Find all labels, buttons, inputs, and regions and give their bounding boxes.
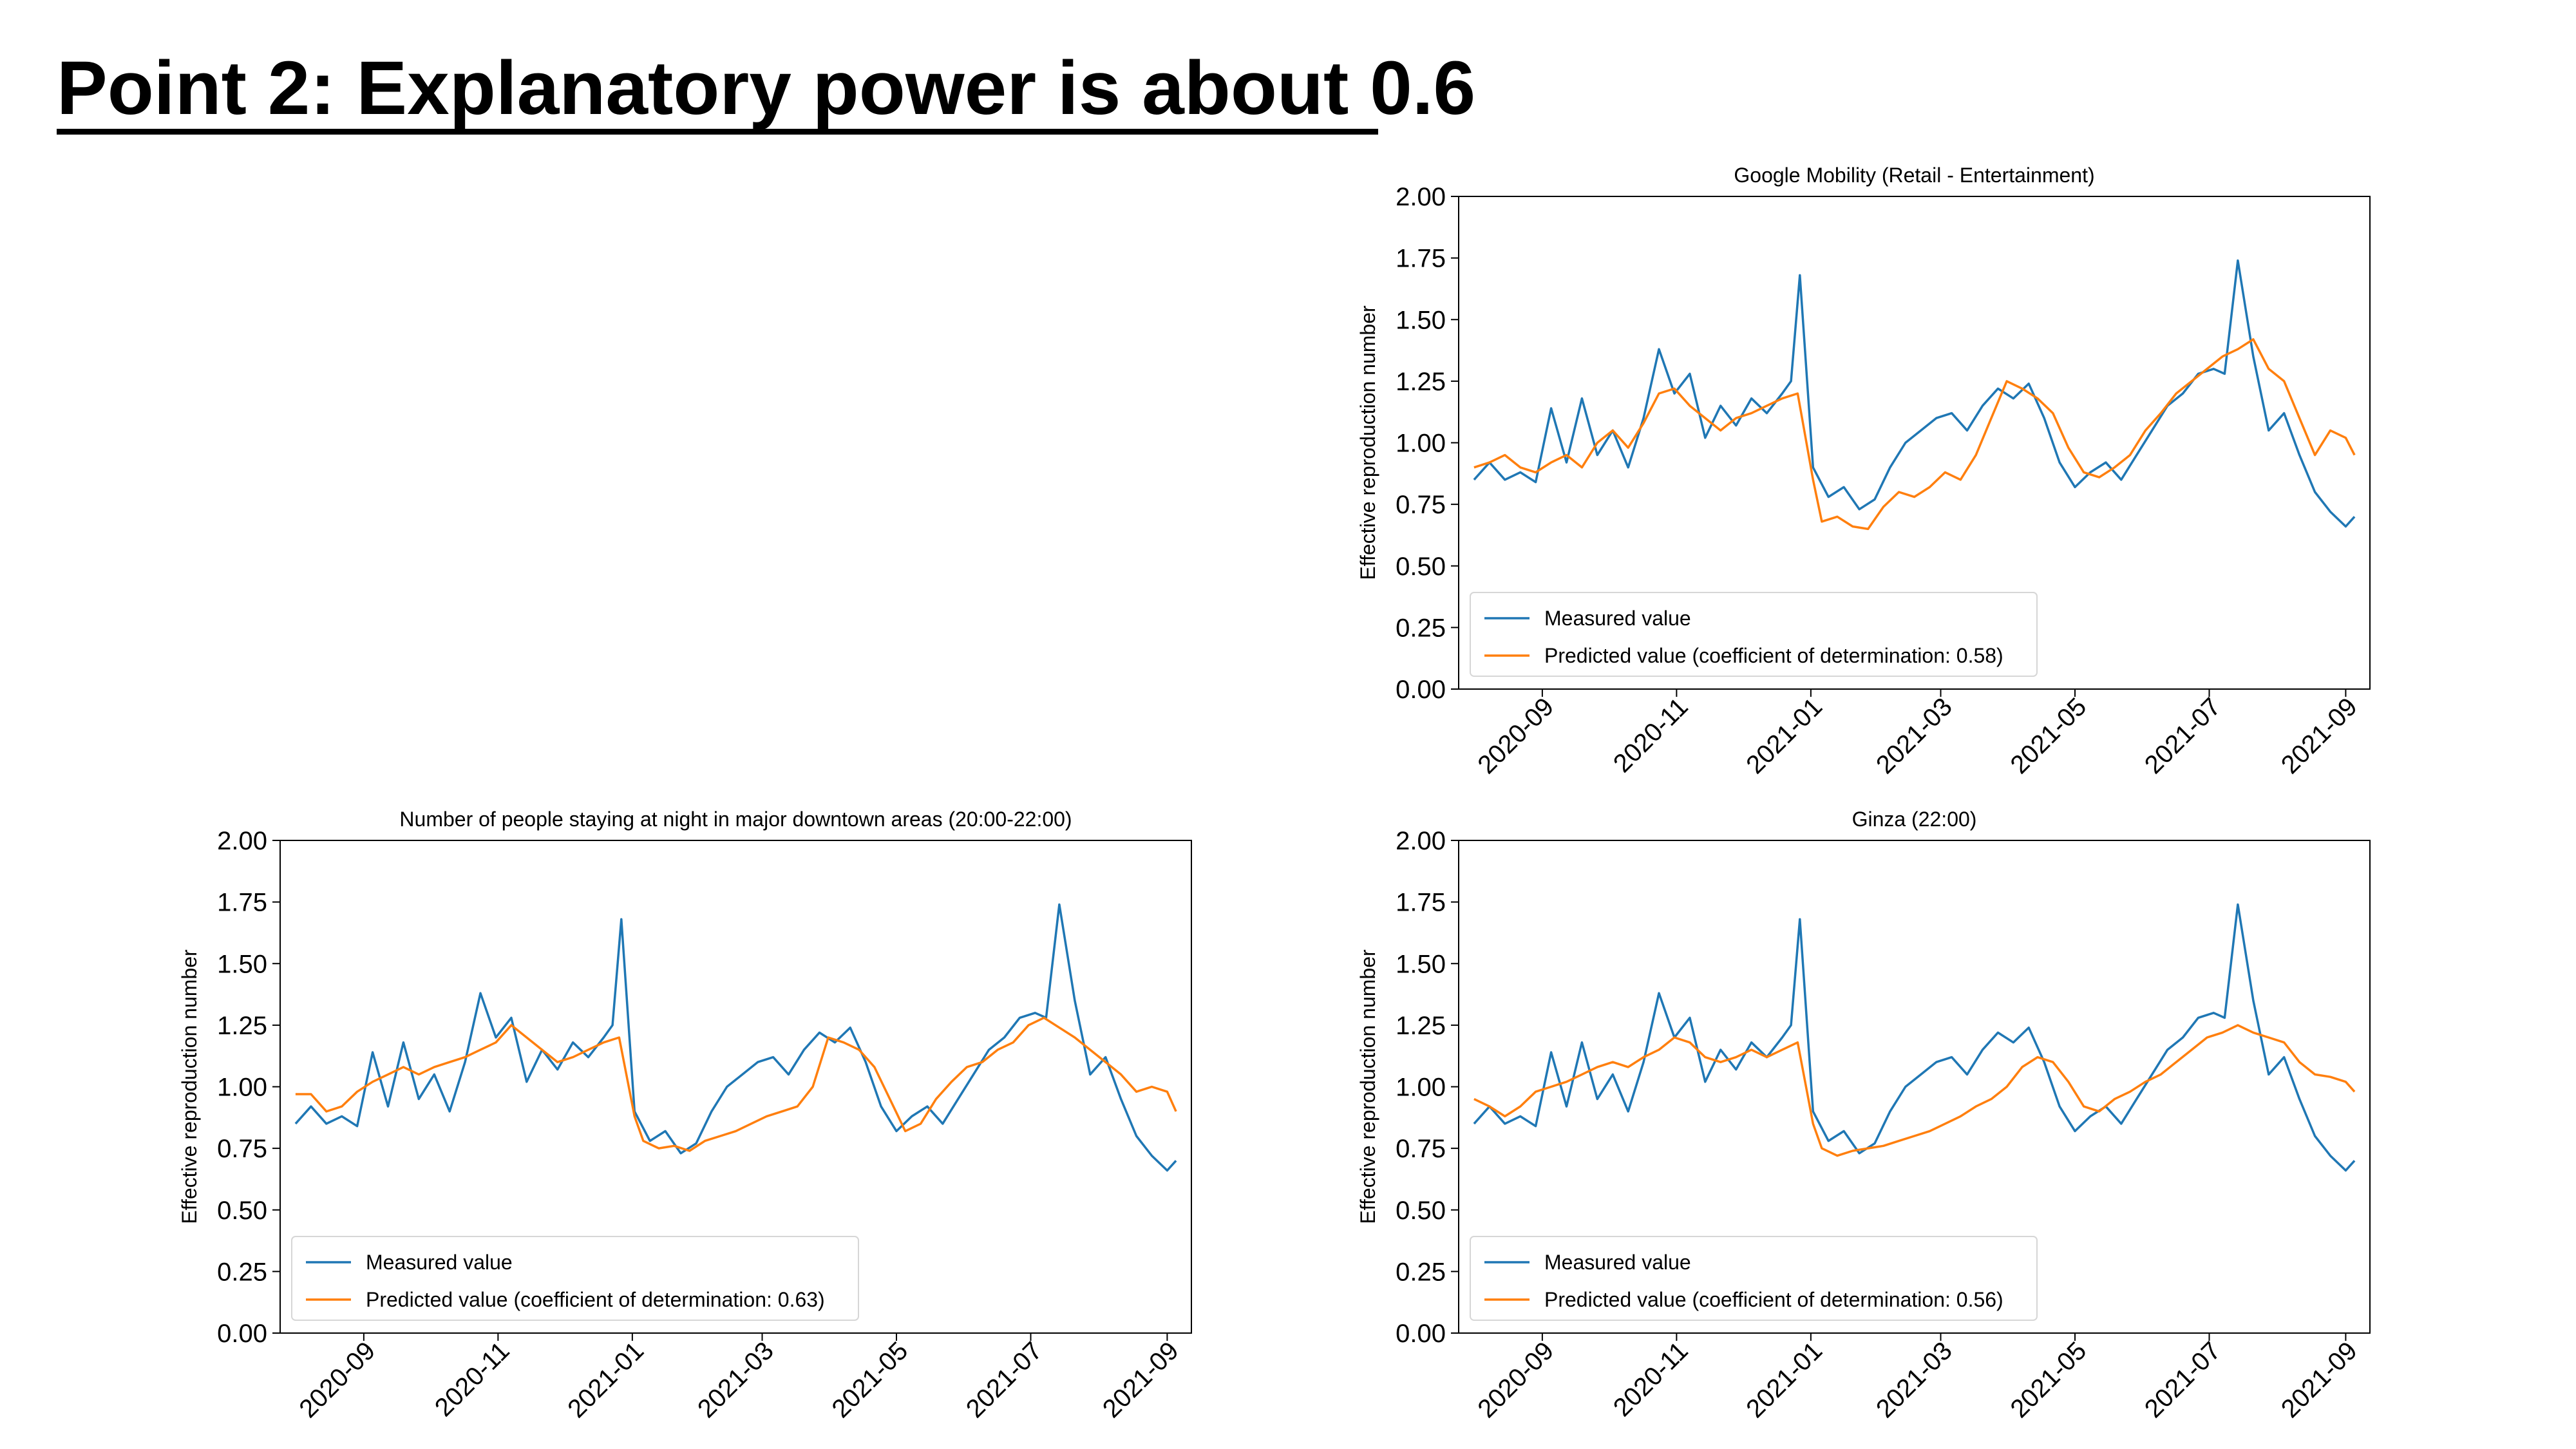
series-predicted-line — [1473, 338, 2356, 531]
x-tick-label: 2020-09 — [1472, 692, 1559, 779]
slide-title: Point 2: Explanatory power is about 0.6 — [57, 46, 1476, 131]
legend-box — [291, 1236, 859, 1321]
legend-entry: Measured value — [366, 1251, 513, 1274]
y-tick-label: 1.50 — [217, 950, 267, 978]
legend-box — [1470, 592, 2038, 677]
y-tick-label: 0.50 — [217, 1197, 267, 1225]
y-tick-label: 0.25 — [217, 1258, 267, 1286]
x-tick-label: 2021-05 — [826, 1336, 913, 1423]
x-tick-label: 2020-09 — [294, 1336, 381, 1423]
y-axis-label: Effective reproduction number — [178, 949, 201, 1224]
chart-google-mobility: Google Mobility (Retail - Entertainment)… — [1356, 164, 2371, 779]
x-tick-label: 2020-09 — [1472, 1336, 1559, 1423]
y-tick-label: 1.00 — [1396, 1074, 1446, 1102]
title-underline — [57, 129, 1378, 135]
y-tick-label: 0.75 — [1396, 491, 1446, 519]
chart-ginza: Ginza (22:00) 0.00 0.25 0.50 0.75 1.00 1.25 1.5… — [1356, 808, 2371, 1423]
y-tick-label: 1.75 — [217, 889, 267, 917]
y-tick-label: 1.50 — [1396, 306, 1446, 334]
legend-entry: Measured value — [1544, 607, 1691, 630]
x-tick-label: 2020-11 — [1608, 1336, 1694, 1422]
y-tick-label: 0.75 — [1396, 1135, 1446, 1163]
x-tick-label: 2021-09 — [2276, 1336, 2363, 1423]
y-tick-label: 2.00 — [1396, 827, 1446, 855]
legend-entry: Predicted value (coefficient of determin… — [1544, 644, 2003, 667]
x-tick-label: 2021-09 — [2276, 692, 2363, 779]
legend-box — [1470, 1236, 2038, 1321]
x-tick-label: 2021-05 — [2005, 1336, 2092, 1423]
chart-night-downtown: Number of people staying at night in maj… — [178, 808, 1192, 1423]
y-tick-label: 0.50 — [1396, 553, 1446, 581]
x-tick-label: 2021-03 — [692, 1336, 779, 1423]
x-tick-label: 2021-01 — [1741, 692, 1828, 779]
y-tick-label: 0.50 — [1396, 1197, 1446, 1225]
y-axis-label: Effective reproduction number — [1356, 949, 1379, 1224]
series-measured-line — [294, 903, 1177, 1172]
x-tick-label: 2021-01 — [1741, 1336, 1828, 1423]
y-tick-label: 1.25 — [1396, 368, 1446, 396]
y-tick-label: 0.00 — [1396, 1320, 1446, 1348]
chart-title: Ginza (22:00) — [1852, 808, 1977, 831]
y-tick-label: 1.25 — [217, 1012, 267, 1040]
y-tick-label: 1.00 — [1396, 430, 1446, 458]
y-tick-label: 0.25 — [1396, 1258, 1446, 1286]
x-tick-label: 2020-11 — [1608, 692, 1694, 778]
legend-entry: Predicted value (coefficient of determin… — [366, 1288, 825, 1311]
series-measured-line — [1473, 903, 2356, 1172]
x-tick-label: 2021-09 — [1097, 1336, 1184, 1423]
chart-title: Google Mobility (Retail - Entertainment) — [1734, 164, 2094, 187]
x-tick-label: 2021-07 — [961, 1336, 1048, 1423]
y-tick-label: 1.50 — [1396, 950, 1446, 978]
x-tick-label: 2021-01 — [562, 1336, 649, 1423]
y-axis-label: Effective reproduction number — [1356, 305, 1379, 580]
y-tick-label: 2.00 — [217, 827, 267, 855]
y-tick-label: 2.00 — [1396, 183, 1446, 211]
y-tick-label: 1.00 — [217, 1074, 267, 1102]
x-tick-label: 2021-07 — [2139, 1336, 2226, 1423]
legend-entry: Predicted value (coefficient of determin… — [1544, 1288, 2003, 1311]
series-predicted-line — [1473, 1024, 2356, 1157]
x-tick-label: 2021-03 — [1871, 1336, 1958, 1423]
series-measured-line — [1473, 259, 2356, 528]
y-tick-label: 1.25 — [1396, 1012, 1446, 1040]
y-tick-label: 0.00 — [1396, 676, 1446, 704]
y-tick-label: 1.75 — [1396, 889, 1446, 917]
chart-title: Number of people staying at night in maj… — [399, 808, 1072, 831]
x-tick-label: 2021-07 — [2139, 692, 2226, 779]
y-tick-label: 0.25 — [1396, 614, 1446, 642]
x-tick-label: 2021-05 — [2005, 692, 2092, 779]
y-tick-label: 0.75 — [217, 1135, 267, 1163]
series-predicted-line — [295, 1016, 1177, 1152]
y-tick-label: 0.00 — [217, 1320, 267, 1348]
x-tick-label: 2021-03 — [1871, 692, 1958, 779]
x-tick-label: 2020-11 — [430, 1336, 515, 1422]
y-tick-label: 1.75 — [1396, 245, 1446, 273]
legend-entry: Measured value — [1544, 1251, 1691, 1274]
